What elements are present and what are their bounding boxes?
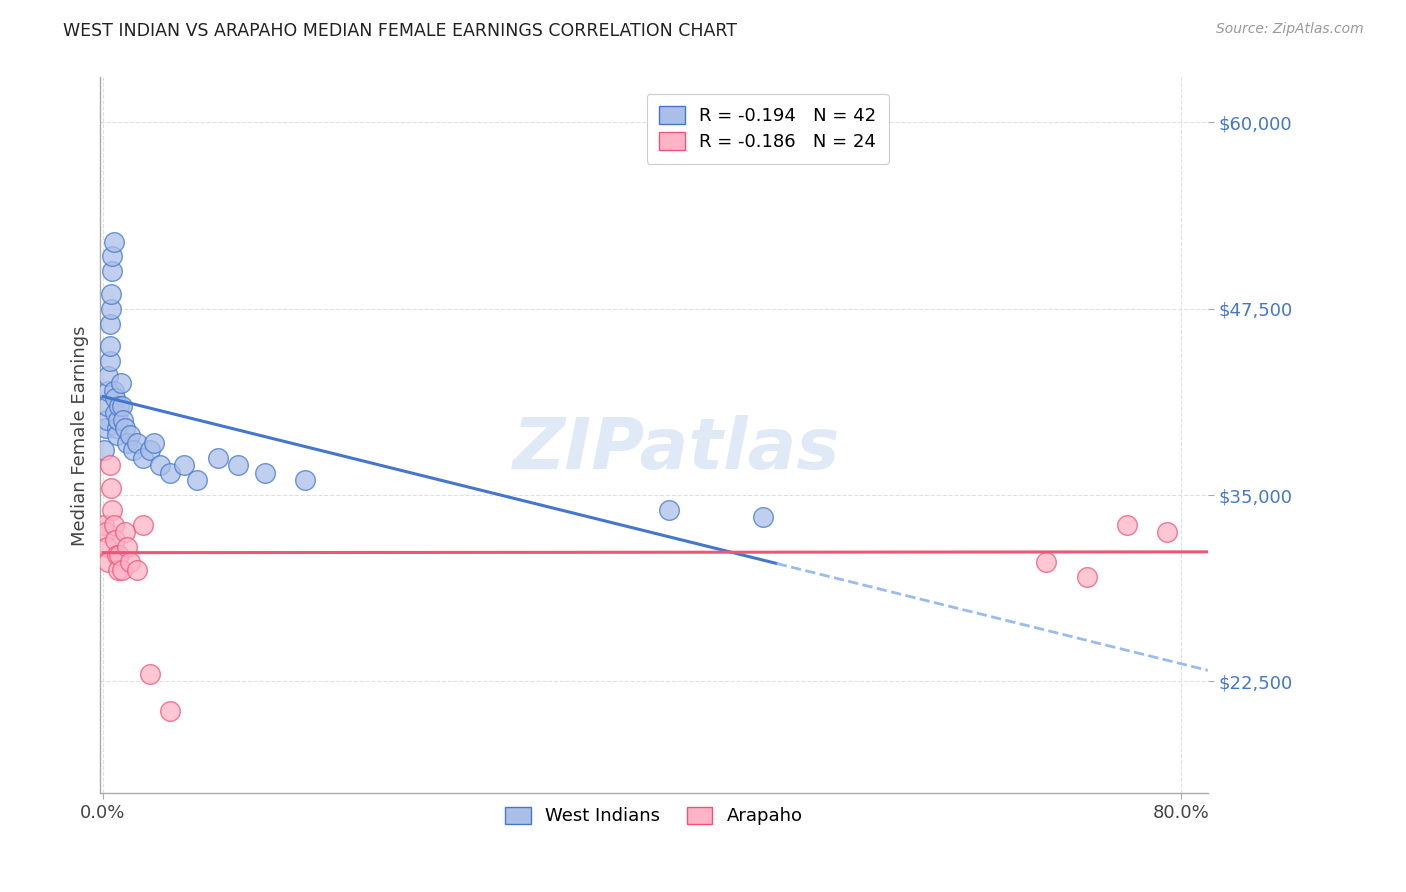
Point bbox=[101, 264, 124, 278]
Point bbox=[139, 443, 162, 458]
Point bbox=[105, 428, 128, 442]
Y-axis label: Median Female Earnings: Median Female Earnings bbox=[72, 326, 89, 546]
Point bbox=[1156, 525, 1178, 540]
Point bbox=[98, 317, 121, 331]
Point bbox=[149, 458, 172, 473]
Point bbox=[294, 473, 316, 487]
Point bbox=[100, 481, 122, 495]
Point bbox=[143, 435, 166, 450]
Point bbox=[103, 235, 125, 249]
Point bbox=[94, 421, 117, 435]
Point bbox=[111, 399, 134, 413]
Point bbox=[112, 413, 135, 427]
Point bbox=[118, 555, 141, 569]
Text: ZIPatlas: ZIPatlas bbox=[513, 415, 839, 484]
Point bbox=[207, 450, 229, 465]
Point bbox=[94, 525, 117, 540]
Point bbox=[98, 354, 121, 368]
Point bbox=[1076, 570, 1098, 584]
Point bbox=[96, 399, 118, 413]
Point bbox=[253, 466, 276, 480]
Point bbox=[105, 421, 128, 435]
Text: WEST INDIAN VS ARAPAHO MEDIAN FEMALE EARNINGS CORRELATION CHART: WEST INDIAN VS ARAPAHO MEDIAN FEMALE EAR… bbox=[63, 22, 737, 40]
Point bbox=[117, 541, 139, 555]
Point bbox=[173, 458, 195, 473]
Point bbox=[132, 517, 155, 532]
Point bbox=[101, 249, 124, 263]
Point bbox=[97, 384, 120, 398]
Point bbox=[110, 376, 132, 391]
Point bbox=[96, 413, 118, 427]
Point bbox=[121, 443, 143, 458]
Point bbox=[105, 548, 128, 562]
Point bbox=[139, 667, 162, 681]
Point bbox=[103, 517, 125, 532]
Point bbox=[125, 563, 148, 577]
Point bbox=[159, 704, 181, 718]
Point bbox=[101, 503, 124, 517]
Text: Source: ZipAtlas.com: Source: ZipAtlas.com bbox=[1216, 22, 1364, 37]
Point bbox=[104, 406, 127, 420]
Point bbox=[108, 399, 131, 413]
Point bbox=[117, 435, 139, 450]
Point bbox=[96, 541, 118, 555]
Point bbox=[100, 301, 122, 316]
Point bbox=[125, 435, 148, 450]
Point bbox=[114, 421, 136, 435]
Point bbox=[97, 555, 120, 569]
Point bbox=[111, 563, 134, 577]
Point bbox=[1035, 555, 1057, 569]
Point bbox=[159, 466, 181, 480]
Point bbox=[114, 525, 136, 540]
Point bbox=[1116, 517, 1139, 532]
Point bbox=[97, 368, 120, 383]
Point bbox=[108, 548, 131, 562]
Point bbox=[752, 510, 775, 524]
Point bbox=[100, 286, 122, 301]
Point bbox=[107, 413, 129, 427]
Point bbox=[104, 391, 127, 405]
Point bbox=[118, 428, 141, 442]
Point bbox=[93, 443, 115, 458]
Point bbox=[107, 563, 129, 577]
Point bbox=[104, 533, 127, 547]
Point bbox=[98, 339, 121, 353]
Point bbox=[132, 450, 155, 465]
Point bbox=[103, 384, 125, 398]
Point bbox=[186, 473, 208, 487]
Legend: West Indians, Arapaho: West Indians, Arapaho bbox=[496, 797, 811, 834]
Point bbox=[226, 458, 249, 473]
Point bbox=[98, 458, 121, 473]
Point bbox=[93, 517, 115, 532]
Point bbox=[658, 503, 681, 517]
